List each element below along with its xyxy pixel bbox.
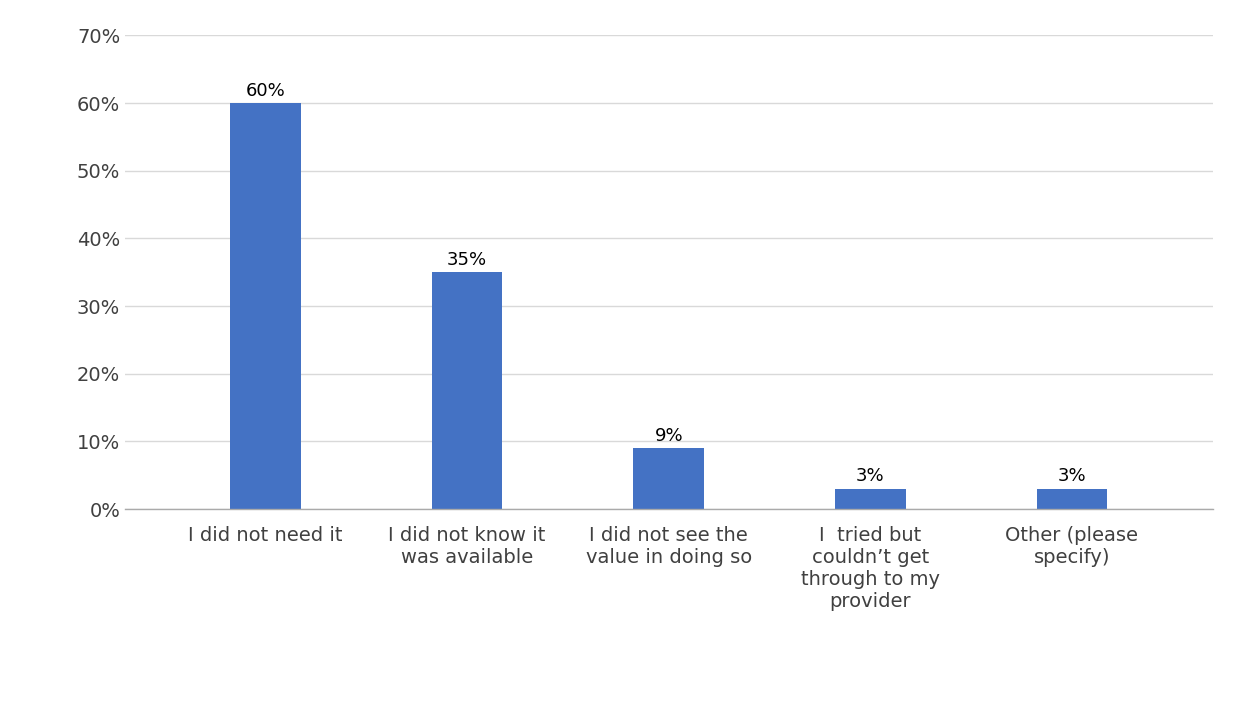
Text: 35%: 35% [448,251,488,269]
Bar [1036,489,1108,509]
Bar [230,103,301,509]
Bar [634,448,704,509]
Text: 3%: 3% [1058,467,1086,485]
Bar [835,489,906,509]
Text: 60%: 60% [246,81,285,100]
Bar [431,272,502,509]
Text: 9%: 9% [655,427,682,445]
Text: 3%: 3% [856,467,885,485]
